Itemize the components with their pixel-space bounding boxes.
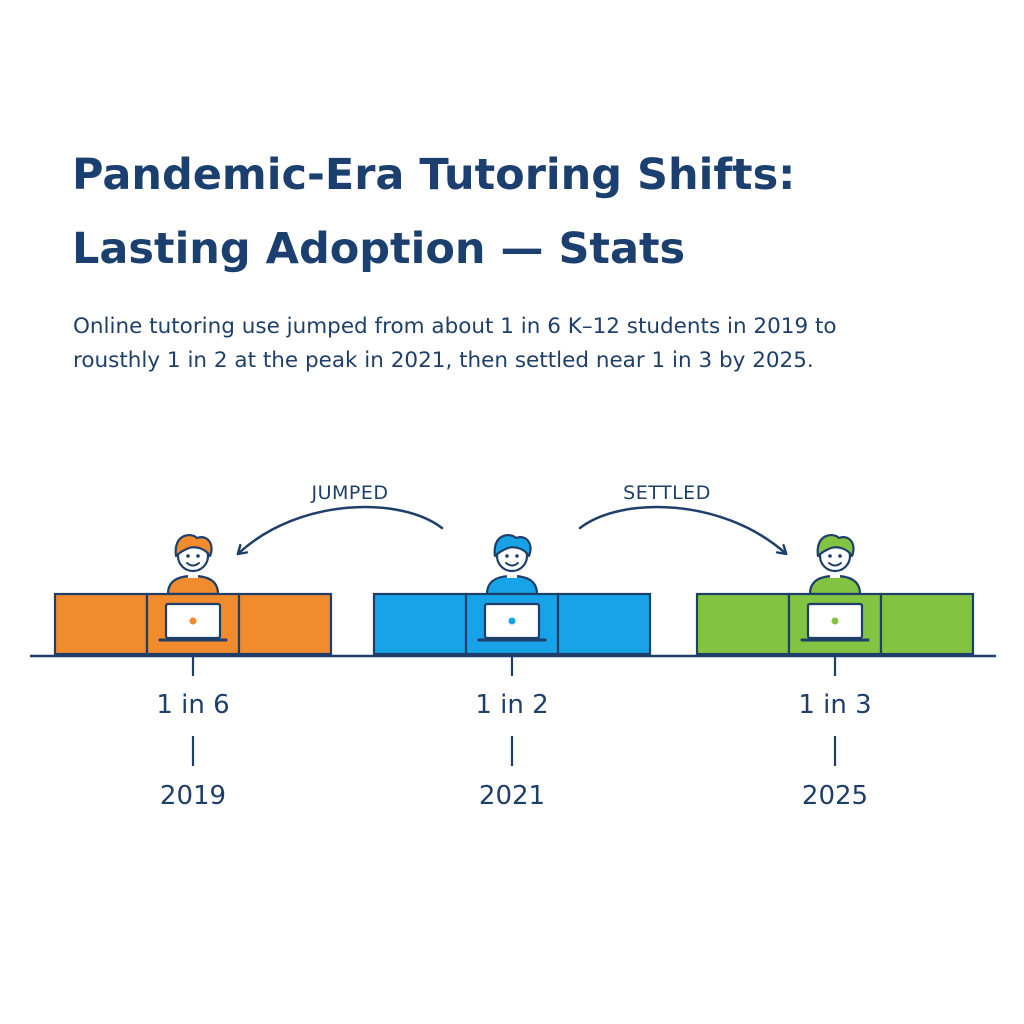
- title-line-1: Pandemic-Era Tutoring Shifts:: [72, 150, 796, 200]
- laptop-icon: [158, 602, 228, 642]
- page-title: Pandemic-Era Tutoring Shifts: Lasting Ad…: [72, 138, 972, 286]
- ratio-label: 1 in 2: [475, 690, 548, 720]
- milestone-2025: 1 in 3 2025: [695, 534, 975, 811]
- summary-line-2: rousthly 1 in 2 at the peak in 2021, the…: [73, 348, 814, 373]
- ratio-label: 1 in 6: [156, 690, 229, 720]
- desk-bar: [372, 592, 652, 656]
- settled-label: SETTLED: [623, 482, 711, 504]
- year-label: 2019: [160, 781, 226, 811]
- desk-bar: [695, 592, 975, 656]
- summary-line-1: Online tutoring use jumped from about 1 …: [73, 314, 837, 339]
- milestone-layer: 1 in 6 2019 1 in 2 2021 1 in 3 2025: [53, 534, 975, 811]
- title-line-2: Lasting Adoption — Stats: [72, 224, 686, 274]
- jumped-arrow: [240, 505, 444, 552]
- laptop-icon: [477, 602, 547, 642]
- settled-arrow: [578, 505, 784, 552]
- student-icon: [808, 534, 862, 596]
- student-icon: [485, 534, 539, 596]
- laptop-icon: [800, 602, 870, 642]
- milestone-2021: 1 in 2 2021: [372, 534, 652, 811]
- student-icon: [166, 534, 220, 596]
- milestone-2019: 1 in 6 2019: [53, 534, 333, 811]
- summary-text: Online tutoring use jumped from about 1 …: [73, 310, 953, 378]
- year-label: 2021: [479, 781, 545, 811]
- jumped-label: JUMPED: [311, 482, 389, 504]
- year-label: 2025: [802, 781, 868, 811]
- ratio-label: 1 in 3: [798, 690, 871, 720]
